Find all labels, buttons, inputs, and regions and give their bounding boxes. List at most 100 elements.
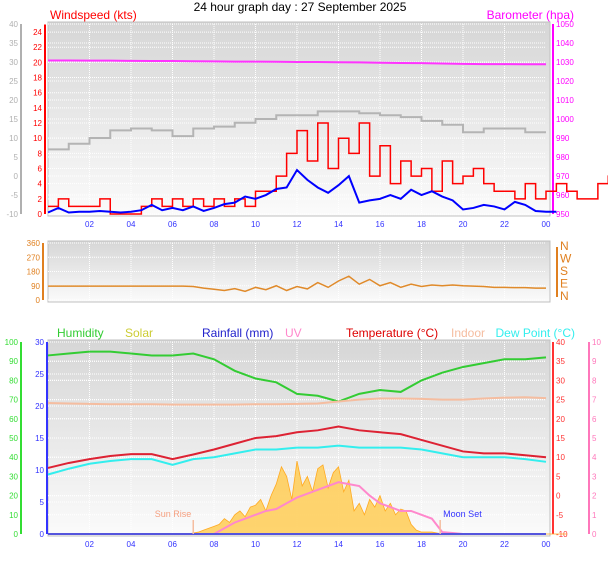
y-tick-label-uv: 8	[592, 376, 597, 385]
humidity-label: Humidity	[57, 326, 104, 340]
rainfall-label: Rainfall (mm)	[202, 326, 273, 340]
y-tick-label-right: 960	[556, 191, 570, 200]
x-tick-label: 00	[542, 220, 551, 229]
y-tick-label-uv: 9	[592, 357, 597, 366]
y-tick-label-uv: 5	[592, 434, 597, 443]
y-tick-label-outer_left: 35	[9, 39, 18, 48]
y-tick-label-inner_left: 4	[38, 180, 43, 189]
y-tick-label-right: 970	[556, 172, 570, 181]
y-tick-label-inner_left: 6	[38, 165, 43, 174]
y-tick-label-humidity: 40	[9, 453, 18, 462]
y-tick-label-right: 1010	[556, 96, 574, 105]
x-tick-label: 12	[293, 540, 302, 549]
y-tick-label-inner_left: 8	[38, 149, 43, 158]
y-tick-label-temperature: 15	[556, 434, 565, 443]
indoor-label: Indoor	[451, 326, 485, 340]
y-tick-label-outer_left: 10	[9, 134, 18, 143]
y-tick-label-humidity: 0	[14, 530, 19, 539]
chart-title: 24 hour graph day : 27 September 2025	[194, 0, 407, 14]
y-tick-label-right: 1020	[556, 77, 574, 86]
y-tick-label-left: 180	[27, 268, 41, 277]
x-tick-label: 00	[542, 540, 551, 549]
y-tick-label-outer_left: 25	[9, 77, 18, 86]
y-tick-label-right: 1040	[556, 39, 574, 48]
y-tick-label-humidity: 50	[9, 434, 18, 443]
series-humidity-line	[47, 350, 547, 403]
annotation-label: Sun Rise	[155, 509, 192, 519]
y-tick-label-inner_left: 14	[33, 104, 42, 113]
y-tick-label-inner_left: 12	[33, 119, 42, 128]
x-tick-label: 20	[459, 540, 468, 549]
y-tick-label-outer_left: 40	[9, 20, 18, 29]
y-tick-label-uv: 3	[592, 472, 597, 481]
y-tick-label-uv: 0	[592, 530, 597, 539]
x-tick-label: 22	[500, 540, 509, 549]
y-tick-label-inner_left: 16	[33, 89, 42, 98]
y-tick-label-temperature: 10	[556, 453, 565, 462]
y-tick-label-inner_left: 20	[33, 58, 42, 67]
y-tick-label-uv: 6	[592, 415, 597, 424]
series-temperature-line	[47, 425, 547, 469]
x-tick-label: 06	[168, 540, 177, 549]
y-tick-label-right: 1030	[556, 58, 574, 67]
y-tick-label-temperature: 35	[556, 357, 565, 366]
y-tick-label-right: N	[560, 289, 569, 303]
y-tick-label-rainfall: 10	[35, 466, 44, 475]
y-tick-label-humidity: 70	[9, 396, 18, 405]
y-tick-label-outer_left: 0	[14, 172, 19, 181]
y-tick-label-right: 950	[556, 210, 570, 219]
y-tick-label-left: 270	[27, 253, 41, 262]
y-tick-label-right: E	[560, 277, 568, 291]
y-tick-label-right: 1000	[556, 115, 574, 124]
y-tick-label-temperature: 5	[556, 472, 561, 481]
y-tick-label-rainfall: 25	[35, 370, 44, 379]
x-tick-label: 22	[500, 220, 509, 229]
y-tick-label-rainfall: 5	[40, 498, 45, 507]
x-tick-label: 06	[168, 220, 177, 229]
x-tick-label: 04	[127, 540, 136, 549]
y-tick-label-outer_left: -5	[11, 191, 19, 200]
y-tick-label-inner_left: 24	[33, 28, 42, 37]
x-tick-label: 16	[376, 220, 385, 229]
series-direction-line	[48, 275, 546, 293]
series-average-line	[47, 168, 557, 214]
y-tick-label-humidity: 90	[9, 357, 18, 366]
x-tick-label: 12	[293, 220, 302, 229]
y-tick-label-outer_left: 20	[9, 96, 18, 105]
y-tick-label-temperature: 0	[556, 492, 561, 501]
y-tick-label-rainfall: 30	[35, 338, 44, 347]
y-tick-label-inner_left: 18	[33, 74, 42, 83]
x-tick-label: 20	[459, 220, 468, 229]
y-tick-label-rainfall: 0	[40, 530, 45, 539]
x-tick-label: 14	[334, 220, 343, 229]
y-tick-label-temperature: 30	[556, 376, 565, 385]
x-tick-label: 02	[85, 220, 94, 229]
x-tick-label: 14	[334, 540, 343, 549]
x-tick-label: 18	[417, 220, 426, 229]
y-tick-label-inner_left: 22	[33, 43, 42, 52]
series-gust-line	[48, 122, 608, 215]
series-indoor-line	[47, 396, 547, 406]
y-tick-label-outer_left: 5	[14, 153, 19, 162]
y-tick-label-temperature: 40	[556, 338, 565, 347]
barometer-label: Barometer (hpa)	[487, 8, 574, 22]
y-tick-label-humidity: 60	[9, 415, 18, 424]
series-dewpoint-line	[47, 444, 547, 476]
x-tick-label: 08	[210, 220, 219, 229]
y-tick-label-rainfall: 20	[35, 402, 44, 411]
y-tick-label-left: 90	[31, 282, 40, 291]
y-tick-label-inner_left: 10	[33, 134, 42, 143]
y-tick-label-rainfall: 15	[35, 434, 44, 443]
y-tick-label-left: 360	[27, 239, 41, 248]
y-tick-label-uv: 10	[592, 338, 601, 347]
y-tick-label-humidity: 20	[9, 492, 18, 501]
y-tick-label-inner_left: 2	[38, 195, 43, 204]
y-tick-label-right: W	[560, 252, 572, 266]
y-tick-label-outer_left: -10	[6, 210, 18, 219]
x-tick-label: 16	[376, 540, 385, 549]
y-tick-label-humidity: 100	[5, 338, 19, 347]
y-tick-label-humidity: 30	[9, 472, 18, 481]
y-tick-label-uv: 2	[592, 492, 597, 501]
y-tick-label-outer_left: 15	[9, 115, 18, 124]
